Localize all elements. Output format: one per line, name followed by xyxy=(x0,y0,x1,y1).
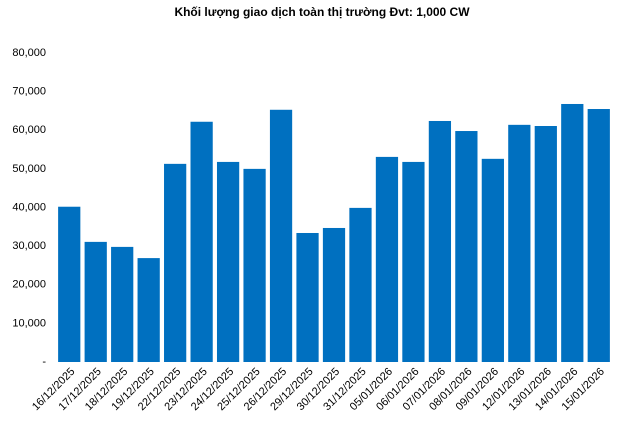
bar xyxy=(164,163,187,362)
bar xyxy=(296,232,319,362)
bar xyxy=(137,258,160,362)
bar xyxy=(322,227,346,362)
y-tick-label: 50,000 xyxy=(12,163,46,175)
bar xyxy=(481,158,504,362)
bar xyxy=(190,121,213,362)
y-tick-label: 40,000 xyxy=(12,201,46,213)
bar xyxy=(428,120,452,362)
bar xyxy=(243,168,266,362)
y-tick-label: 70,000 xyxy=(12,86,46,98)
y-tick-label: 10,000 xyxy=(12,317,46,329)
y-tick-label: - xyxy=(42,356,46,368)
bar xyxy=(402,161,425,362)
bar xyxy=(269,109,293,362)
bar xyxy=(375,156,399,362)
y-tick-label: 80,000 xyxy=(12,47,46,59)
bar xyxy=(534,126,557,362)
bar xyxy=(349,207,372,362)
bar xyxy=(455,131,478,362)
y-tick-label: 30,000 xyxy=(12,240,46,252)
chart-title: Khối lượng giao dịch toàn thị trường Đvt… xyxy=(174,5,470,19)
y-tick-label: 60,000 xyxy=(12,124,46,136)
bar xyxy=(508,124,531,362)
bar xyxy=(561,103,584,363)
bar xyxy=(58,206,81,362)
y-tick-label: 20,000 xyxy=(12,279,46,291)
bar xyxy=(111,246,134,362)
bar xyxy=(587,109,610,362)
bar xyxy=(84,241,107,362)
bar xyxy=(216,161,240,362)
